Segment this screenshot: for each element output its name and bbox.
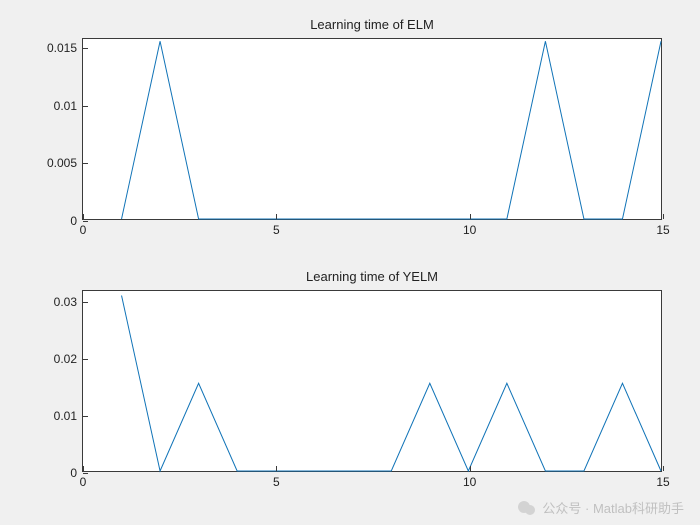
x-tick-label: 15 — [656, 475, 669, 489]
y-tick-mark — [83, 163, 88, 164]
y-tick-mark — [83, 416, 88, 417]
y-tick-label: 0.015 — [47, 41, 77, 55]
x-tick-label: 0 — [80, 475, 87, 489]
watermark: 公众号 · Matlab科研助手 — [518, 498, 684, 517]
x-tick-mark — [470, 466, 471, 471]
y-tick-mark — [83, 106, 88, 107]
x-tick-label: 10 — [463, 223, 476, 237]
chart-title-elm: Learning time of ELM — [83, 17, 661, 32]
panel-yelm: Learning time of YELM 05101500.010.020.0… — [82, 290, 662, 472]
watermark-text: 公众号 · Matlab科研助手 — [542, 498, 684, 517]
x-tick-mark — [663, 214, 664, 219]
chart-title-yelm: Learning time of YELM — [83, 269, 661, 284]
plot-area-elm: Learning time of ELM 05101500.0050.010.0… — [82, 38, 662, 220]
y-tick-mark — [83, 302, 88, 303]
y-tick-label: 0.02 — [54, 352, 77, 366]
y-tick-mark — [83, 473, 88, 474]
x-tick-mark — [470, 214, 471, 219]
x-tick-label: 10 — [463, 475, 476, 489]
y-tick-mark — [83, 48, 88, 49]
x-tick-mark — [83, 466, 84, 471]
y-tick-mark — [83, 221, 88, 222]
y-tick-mark — [83, 359, 88, 360]
x-tick-mark — [276, 466, 277, 471]
wechat-icon — [518, 499, 536, 517]
panel-elm: Learning time of ELM 05101500.0050.010.0… — [82, 38, 662, 220]
x-tick-mark — [276, 214, 277, 219]
y-tick-label: 0.005 — [47, 156, 77, 170]
line-series-elm — [83, 39, 661, 219]
y-tick-label: 0 — [70, 214, 77, 228]
y-tick-label: 0.03 — [54, 295, 77, 309]
figure: Learning time of ELM 0 5 10 15 0 0.005 0.01 0.0… — [0, 0, 700, 525]
x-tick-label: 0 — [80, 223, 87, 237]
y-tick-label: 0.01 — [54, 99, 77, 113]
y-tick-label: 0 — [70, 466, 77, 480]
y-tick-label: 0.01 — [54, 409, 77, 423]
x-tick-mark — [663, 466, 664, 471]
line-series-yelm — [83, 291, 661, 471]
x-tick-mark — [83, 214, 84, 219]
x-tick-label: 15 — [656, 223, 669, 237]
x-tick-label: 5 — [273, 475, 280, 489]
x-tick-label: 5 — [273, 223, 280, 237]
plot-area-yelm: Learning time of YELM 05101500.010.020.0… — [82, 290, 662, 472]
